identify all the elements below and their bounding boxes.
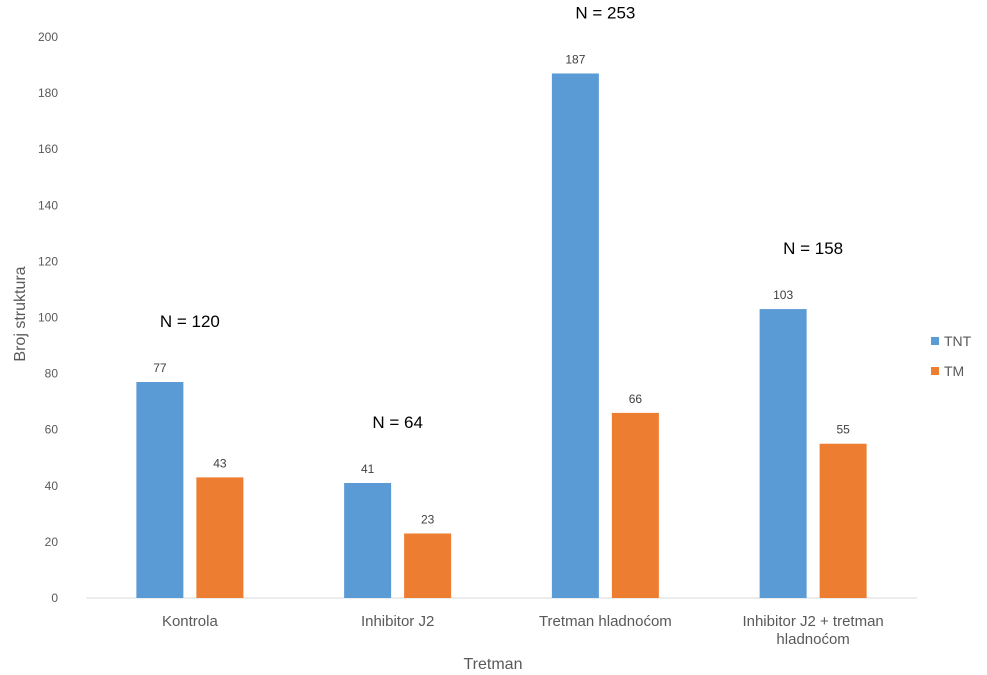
bar-tnt (551, 73, 599, 599)
legend-label: TNT (944, 333, 972, 349)
y-tick-label: 160 (38, 142, 58, 156)
bar-tm (404, 533, 452, 598)
group-n-annotation: N = 64 (372, 413, 423, 432)
bar-tm (819, 443, 867, 598)
data-label: 66 (629, 392, 643, 406)
bar-tnt (136, 382, 184, 598)
data-label: 41 (361, 462, 375, 476)
y-tick-label: 100 (38, 311, 58, 325)
bar-tm (196, 477, 244, 598)
category-label: Kontrola (162, 613, 219, 630)
y-tick-label: 120 (38, 254, 58, 268)
data-label: 103 (773, 288, 793, 302)
bar-tm (611, 412, 659, 598)
group-n-annotation: N = 158 (783, 239, 843, 258)
data-label: 43 (213, 456, 227, 470)
group-n-annotation: N = 253 (575, 3, 635, 22)
y-tick-label: 180 (38, 86, 58, 100)
y-tick-label: 40 (45, 479, 59, 493)
category-label: Inhibitor J2 + tretman (742, 613, 883, 630)
legend: TNT TM (931, 333, 972, 379)
axes: 0 20 40 60 80 100 120 140 160 180 200 (38, 30, 917, 605)
data-label: 23 (421, 512, 435, 526)
legend-label: TM (944, 363, 964, 379)
bar-tnt (759, 309, 807, 598)
data-label: 55 (836, 423, 850, 437)
y-tick-label: 0 (51, 591, 58, 605)
group-n-annotation: N = 120 (160, 312, 220, 331)
bars (136, 73, 867, 599)
x-axis-title: Tretman (464, 656, 523, 673)
legend-swatch (931, 337, 939, 345)
data-label: 77 (153, 361, 167, 375)
y-tick-label: 20 (45, 535, 59, 549)
data-label: 187 (565, 52, 585, 66)
y-tick-label: 200 (38, 30, 58, 44)
y-tick-label: 60 (45, 423, 59, 437)
category-label: Tretman hladnoćom (539, 613, 672, 630)
y-tick-label: 140 (38, 198, 58, 212)
bar-tnt (344, 482, 392, 598)
category-label: Inhibitor J2 (361, 613, 434, 630)
category-label: hladnoćom (776, 631, 849, 648)
legend-swatch (931, 367, 939, 375)
y-axis-title: Broj struktura (12, 266, 29, 361)
y-tick-label: 80 (45, 367, 59, 381)
labels: 77 43 Kontrola N = 120 41 23 Inhibitor J2 N = 6… (153, 3, 884, 648)
